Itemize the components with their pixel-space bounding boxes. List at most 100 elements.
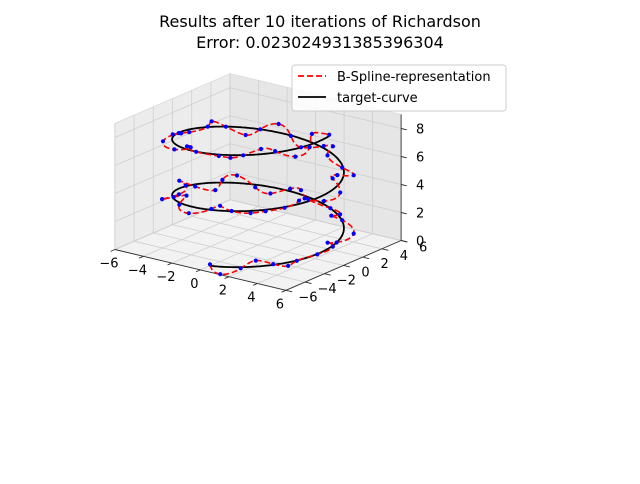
control-point [170,132,175,137]
z-tick-mark [400,156,407,159]
grid-line-y-floor [134,240,306,283]
control-point [329,213,334,218]
control-point [309,131,314,136]
z-tick-mark [400,240,407,243]
control-point [315,252,320,257]
control-point [327,132,332,137]
x-tick-label: −4 [128,263,147,278]
control-point [351,173,356,178]
grid-line-z-left [114,143,231,194]
control-point [177,178,182,183]
control-point [172,147,177,152]
control-point [330,144,336,149]
control-point [186,211,191,216]
control-point [228,155,233,160]
y-tick-mark [285,289,293,293]
x-tick-label: 6 [276,297,284,312]
control-point [223,124,228,129]
grid-line-z-left [114,87,231,138]
control-point [325,240,330,245]
y-tick-label: 4 [400,249,408,264]
control-point [288,133,293,138]
control-point [176,192,181,197]
x-tick-mark [138,255,144,259]
z-tick-label: 6 [416,151,424,166]
control-point [216,153,221,159]
chart-title: Results after 10 iterations of Richardso… [159,12,481,31]
control-point [229,208,234,214]
x-tick-label: −2 [156,270,175,285]
control-point [296,198,302,203]
control-point [160,197,165,202]
grid-line-y-floor [210,207,382,250]
control-point [194,149,199,154]
y-tick-mark [304,281,312,284]
y-tick-label: 0 [361,265,369,280]
control-point [218,272,223,277]
control-point [298,188,304,193]
z-tick-label: 8 [416,123,424,138]
control-point [338,190,343,195]
z-tick-mark [400,184,407,187]
control-point [340,218,345,223]
control-point [273,149,278,154]
control-point [184,144,190,149]
control-point [209,119,214,124]
z-tick-label: 2 [416,207,424,222]
control-point [351,231,356,236]
grid-line-z-back [230,199,402,241]
control-point [338,212,343,217]
x-tick-mark [224,276,230,279]
control-point [294,258,299,263]
control-point [241,153,246,158]
axis-lines [110,114,408,293]
control-point [234,173,240,178]
control-point [321,198,327,204]
control-point [160,139,166,144]
y-tick-mark [324,273,331,276]
legend-label-spline: B-Spline-representation [337,70,491,85]
control-point [271,262,276,267]
x-tick-label: 4 [247,291,255,306]
control-point [258,146,264,152]
x-tick-mark [195,269,201,273]
control-point [328,206,333,211]
control-point [171,195,176,200]
control-point [282,205,287,210]
control-point [258,127,263,132]
control-point [188,145,193,150]
x-tick-mark [167,262,173,266]
legend-label-target: target-curve [337,91,418,106]
grid-line-z-back [230,171,402,213]
control-point [340,165,345,170]
control-point [184,193,189,198]
control-point [276,121,281,127]
z-tick-label: 4 [416,179,424,194]
x-tick-label: 0 [190,277,198,292]
control-point [286,263,291,268]
y-tick-mark [343,264,351,268]
control-point [288,186,293,191]
control-point [176,131,181,136]
control-point [205,124,210,129]
z-tick-mark [400,212,407,215]
z-tick-mark [400,128,407,131]
control-point [330,176,335,181]
control-point [293,154,298,159]
y-tick-label: 2 [381,257,389,272]
control-point [334,240,339,245]
grid-line-y-floor [172,224,344,266]
x-tick-mark [252,283,258,286]
control-point [306,197,311,202]
z-tick-label: 0 [416,235,424,250]
y-tick-label: −2 [337,274,356,289]
control-point [220,177,225,182]
control-point [183,183,188,188]
x-tick-label: −6 [99,257,118,272]
control-point [193,184,198,189]
control-point [207,262,213,267]
control-point [253,258,258,263]
control-point [335,173,340,178]
